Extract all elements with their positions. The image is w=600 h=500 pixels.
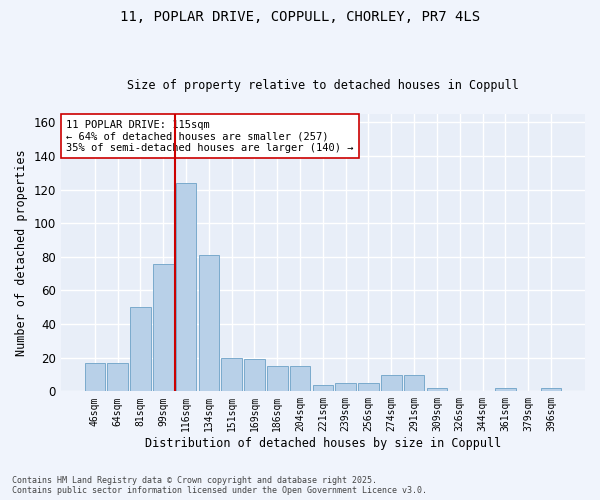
Bar xyxy=(381,374,401,392)
Bar xyxy=(290,366,310,392)
Bar xyxy=(541,388,561,392)
Bar xyxy=(107,363,128,392)
Text: 11, POPLAR DRIVE, COPPULL, CHORLEY, PR7 4LS: 11, POPLAR DRIVE, COPPULL, CHORLEY, PR7 … xyxy=(120,10,480,24)
Y-axis label: Number of detached properties: Number of detached properties xyxy=(15,150,28,356)
Bar xyxy=(221,358,242,392)
Bar xyxy=(199,255,219,392)
Bar xyxy=(404,374,424,392)
Bar xyxy=(427,388,447,392)
Bar xyxy=(358,383,379,392)
Bar xyxy=(176,183,196,392)
Bar xyxy=(313,384,333,392)
Bar xyxy=(495,388,515,392)
Bar xyxy=(244,360,265,392)
Bar xyxy=(153,264,173,392)
Bar xyxy=(335,383,356,392)
Text: 11 POPLAR DRIVE: 115sqm
← 64% of detached houses are smaller (257)
35% of semi-d: 11 POPLAR DRIVE: 115sqm ← 64% of detache… xyxy=(66,120,353,152)
Bar xyxy=(85,363,105,392)
Bar xyxy=(130,308,151,392)
X-axis label: Distribution of detached houses by size in Coppull: Distribution of detached houses by size … xyxy=(145,437,501,450)
Title: Size of property relative to detached houses in Coppull: Size of property relative to detached ho… xyxy=(127,79,519,92)
Bar xyxy=(267,366,287,392)
Text: Contains HM Land Registry data © Crown copyright and database right 2025.
Contai: Contains HM Land Registry data © Crown c… xyxy=(12,476,427,495)
